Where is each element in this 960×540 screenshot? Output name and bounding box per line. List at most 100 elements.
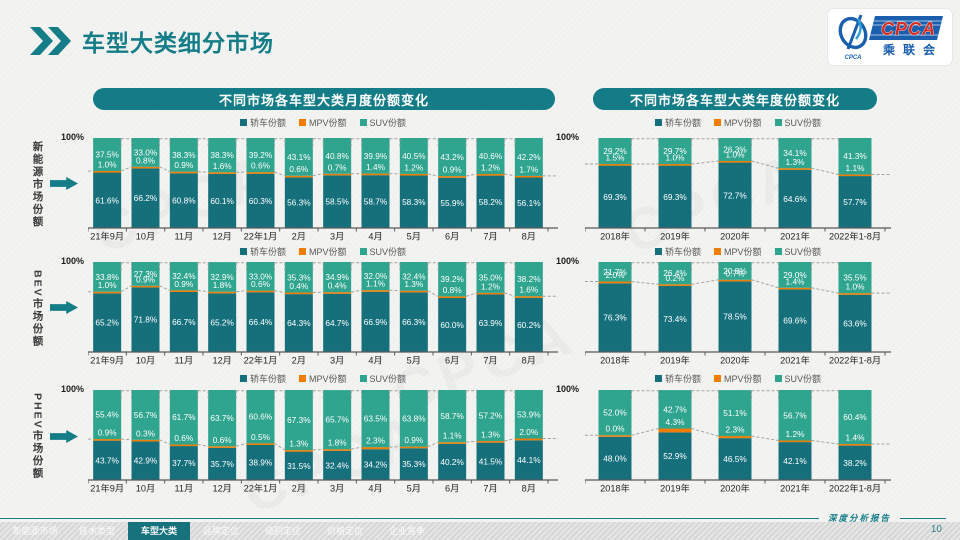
footer-tab[interactable]: 新能源市场 bbox=[12, 526, 58, 536]
report-type-label: 深度分析报告 bbox=[827, 513, 891, 523]
value-label: 64.6% bbox=[783, 194, 807, 204]
logo-brand-cn-text: 乘联会 bbox=[882, 42, 943, 57]
value-label: 34.2% bbox=[364, 460, 388, 470]
bar-segment-suv bbox=[93, 262, 122, 292]
legend-swatch-icon bbox=[298, 248, 306, 255]
value-label: 1.7% bbox=[519, 164, 539, 174]
legend-label: MPV份额 bbox=[308, 374, 347, 384]
value-label: 56.1% bbox=[517, 198, 541, 208]
x-axis-label: 10月 bbox=[136, 484, 155, 494]
value-label: 60.8% bbox=[172, 196, 196, 206]
footer-tab[interactable]: 品牌定位 bbox=[202, 526, 239, 536]
x-axis-label: 2020年 bbox=[720, 483, 750, 494]
value-label: 20.8% bbox=[723, 266, 747, 276]
x-axis-label: 5月 bbox=[407, 484, 421, 494]
legend-label: SUV份额 bbox=[784, 247, 822, 257]
bar-segment-mpv bbox=[718, 160, 752, 163]
value-label: 63.9% bbox=[479, 318, 503, 328]
value-label: 42.7% bbox=[663, 404, 687, 414]
x-axis-label: 2021年 bbox=[780, 483, 810, 494]
bar-segment-suv bbox=[361, 262, 390, 291]
legend-item: 轿车份额 bbox=[239, 372, 286, 385]
value-label: 0.7% bbox=[726, 268, 746, 278]
bar-segment-suv bbox=[246, 138, 275, 173]
bar-segment-mpv bbox=[838, 444, 872, 446]
bar-segment-sedan bbox=[361, 291, 390, 352]
bar-segment-mpv bbox=[246, 172, 275, 174]
value-label: 21.7% bbox=[603, 267, 627, 277]
bar-group: 33.0%0.6% 66.4% bbox=[246, 262, 275, 352]
series-connector-line bbox=[88, 438, 558, 451]
value-label: 56.3% bbox=[287, 198, 311, 208]
bar-group: 63.8% 0.9% 35.3% bbox=[399, 390, 428, 480]
series-connector-line bbox=[585, 279, 891, 294]
bar-group: 65.7% 1.8% 32.4% bbox=[323, 390, 352, 480]
logo-emblem-caption: CPCA bbox=[844, 55, 861, 61]
legend-swatch-icon bbox=[298, 375, 306, 382]
bar-group: 20.8%0.7% 78.5% bbox=[718, 262, 752, 352]
value-label: 0.9% bbox=[98, 428, 118, 438]
x-axis-label: 2020年 bbox=[720, 231, 750, 242]
value-label: 37.7% bbox=[172, 458, 196, 468]
value-label: 48.0% bbox=[603, 453, 627, 463]
bar-segment-suv bbox=[323, 390, 352, 450]
value-label: 56.7% bbox=[783, 410, 807, 420]
legend-label: MPV份额 bbox=[308, 118, 347, 128]
legend: 轿车份额 MPV份额 SUV份额 bbox=[239, 372, 407, 385]
bar-segment-sedan bbox=[284, 177, 313, 228]
value-label: 63.8% bbox=[402, 413, 426, 423]
bar-segment-suv bbox=[438, 390, 467, 443]
legend-label: 轿车份额 bbox=[664, 374, 701, 384]
value-label: 34.9% bbox=[325, 272, 349, 282]
value-label: 42.2% bbox=[517, 152, 541, 162]
footer-tab[interactable]: 车型大类 bbox=[128, 522, 190, 540]
yearly-column-header: 不同市场各车型大类年度份额变化 bbox=[593, 88, 877, 110]
y-axis-max-label: 100% bbox=[60, 132, 84, 142]
bar-segment-suv bbox=[131, 390, 160, 440]
legend: 轿车份额 MPV份额 SUV份额 bbox=[239, 116, 406, 129]
bar-group: 56.7% 1.2% 42.1% bbox=[778, 390, 812, 480]
footer-tab[interactable]: 技术类型 bbox=[78, 526, 115, 536]
page-number: 10 bbox=[930, 524, 942, 535]
y-axis-max-label: 100% bbox=[555, 384, 579, 394]
value-label: 66.9% bbox=[364, 317, 388, 327]
bar-segment-sedan bbox=[399, 175, 428, 228]
value-label: 35.7% bbox=[210, 459, 234, 469]
legend-label: SUV份额 bbox=[369, 374, 407, 384]
legend: 轿车份额 MPV份额 SUV份额 bbox=[654, 372, 821, 385]
bar-segment-mpv bbox=[169, 290, 198, 292]
value-label: 0.4% bbox=[289, 281, 309, 291]
bar-segment-mpv bbox=[246, 443, 275, 445]
bar-segment-sedan bbox=[476, 442, 505, 480]
bar-segment-sedan bbox=[658, 165, 692, 228]
legend-item: SUV份额 bbox=[774, 372, 821, 385]
y-axis-max-label: 100% bbox=[555, 132, 579, 142]
bar-segment-suv bbox=[838, 262, 872, 294]
footer-tab[interactable]: 级别定位 bbox=[264, 526, 301, 536]
value-label: 0.6% bbox=[251, 279, 271, 289]
value-label: 0.7% bbox=[328, 162, 348, 172]
legend-swatch-icon bbox=[774, 119, 782, 126]
x-axis-label: 2月 bbox=[292, 484, 306, 494]
bar-segment-suv bbox=[323, 138, 352, 174]
bar-segment-mpv bbox=[514, 296, 543, 298]
x-axis-label: 11月 bbox=[174, 232, 193, 242]
bar-segment-sedan bbox=[284, 294, 313, 352]
chart-nev-yearly: 29.2%1.5%69.3%29.7%1.0%69.3%26.3%1.0%72.… bbox=[585, 138, 891, 242]
value-label: 1.3% bbox=[786, 157, 806, 167]
logo-brand-text: CPCA bbox=[881, 19, 936, 39]
right-arrow-icon bbox=[50, 301, 78, 314]
value-label: 29.2% bbox=[603, 146, 627, 156]
footer-tab[interactable]: 价格定位 bbox=[326, 526, 363, 536]
footer-tab[interactable]: 企业竞争 bbox=[388, 526, 425, 536]
legend-item: 轿车份额 bbox=[654, 372, 701, 385]
bar-group: 21.7%2.0% 76.3% bbox=[598, 262, 632, 352]
value-label: 0.9% bbox=[136, 274, 156, 284]
value-label: 38.2% bbox=[843, 458, 867, 468]
bar-segment-sedan bbox=[438, 298, 467, 352]
bar-group: 38.2%1.6% 60.2% bbox=[514, 262, 543, 352]
value-label: 32.4% bbox=[325, 460, 349, 470]
value-label: 2.0% bbox=[519, 427, 539, 437]
bar-segment-mpv bbox=[399, 290, 428, 293]
legend-label: 轿车份额 bbox=[664, 247, 701, 257]
